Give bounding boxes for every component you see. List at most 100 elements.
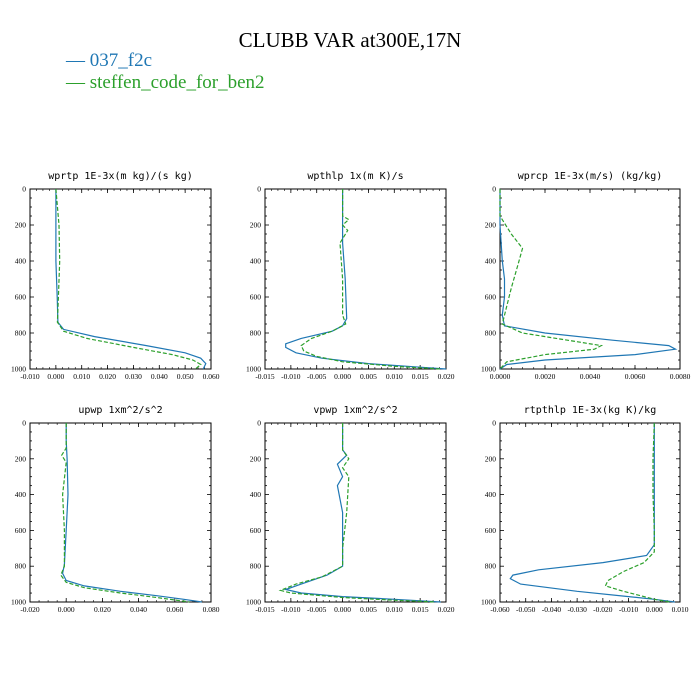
series-line-1 (285, 189, 447, 370)
x-tick-label: -0.020 (20, 605, 40, 614)
figure-title: CLUBB VAR at300E,17N (238, 28, 462, 52)
series-line-1 (61, 423, 202, 603)
y-tick-label: 800 (485, 329, 497, 338)
y-tick-label: 400 (15, 257, 27, 266)
y-tick-label: 1000 (246, 365, 261, 374)
series-line-2 (55, 188, 202, 370)
x-tick-label: -0.060 (490, 605, 510, 614)
series-line-1 (499, 189, 678, 370)
x-tick-label: 0.010 (386, 372, 403, 381)
y-tick-label: 600 (15, 526, 27, 535)
y-tick-label: 1000 (11, 598, 26, 607)
x-tick-label: 0.000 (47, 372, 64, 381)
x-tick-label: 0.080 (203, 605, 220, 614)
panel-frame-3 (499, 188, 681, 370)
x-tick-label: 0.030 (125, 372, 142, 381)
x-tick-label: 0.060 (166, 605, 183, 614)
legend-swatch-2: — (66, 72, 90, 93)
x-tick-label: 0.020 (94, 605, 111, 614)
y-tick-label: 0 (492, 185, 496, 194)
x-tick-label: -0.010 (281, 372, 301, 381)
y-tick-label: 800 (250, 329, 262, 338)
panel-title-2: wpthlp 1x(m K)/s (307, 171, 403, 182)
x-tick-label: -0.005 (307, 605, 327, 614)
legend-swatch-1: — (66, 50, 90, 71)
y-tick-label: 1000 (11, 365, 26, 374)
panel-title-6: rtpthlp 1E-3x(kg K)/kg (524, 405, 656, 416)
y-tick-label: 0 (492, 419, 496, 428)
x-tick-label: 0.000 (334, 605, 351, 614)
panel-2: wpthlp 1x(m K)/s02004006008001000-0.015-… (246, 171, 455, 381)
x-tick-label: -0.010 (281, 605, 301, 614)
legend-label-1: 037_f2c (89, 50, 153, 71)
y-tick-label: 800 (250, 562, 262, 571)
y-tick-label: 0 (257, 185, 261, 194)
panel-title-1: wprtp 1E-3x(m kg)/(s kg) (48, 171, 193, 182)
y-tick-label: 600 (250, 293, 262, 302)
y-tick-label: 600 (485, 293, 497, 302)
y-tick-label: 400 (15, 490, 27, 499)
x-tick-label: 0.000 (646, 605, 663, 614)
panel-6: rtpthlp 1E-3x(kg K)/kg02004006008001000-… (481, 405, 689, 614)
x-tick-label: -0.015 (255, 372, 275, 381)
series-line-2 (60, 423, 190, 603)
panel-frame-4 (29, 422, 212, 603)
y-tick-label: 0 (22, 185, 26, 194)
x-tick-label: -0.050 (516, 605, 536, 614)
y-tick-label: 600 (250, 526, 262, 535)
x-tick-label: 0.020 (438, 605, 455, 614)
series-line-1 (55, 189, 207, 370)
x-tick-label: 0.005 (360, 605, 377, 614)
series-line-2 (604, 422, 670, 603)
x-tick-label: -0.010 (20, 372, 40, 381)
x-tick-label: -0.015 (255, 605, 275, 614)
x-tick-label: 0.020 (99, 372, 116, 381)
x-tick-label: -0.030 (567, 605, 587, 614)
x-tick-label: 0.020 (438, 372, 455, 381)
panel-3: wprcp 1E-3x(m/s) (kg/kg) 0 200 400 600 800 100… (481, 171, 691, 381)
legend-item-1: — 037_f2c (66, 50, 152, 72)
panel-title-3: wprcp 1E-3x(m/s) (kg/kg) (518, 171, 663, 182)
y-tick-label: 200 (250, 454, 262, 463)
series-line-2 (278, 423, 436, 603)
legend-label-2: steffen_code_for_ben2 (89, 72, 265, 93)
x-tick-label: 0.040 (130, 605, 147, 614)
x-tick-label: 0.010 (73, 372, 90, 381)
y-tick-label: 600 (15, 293, 27, 302)
x-tick-label: 0.000 (58, 605, 75, 614)
x-tick-label: 0.000 (334, 372, 351, 381)
panel-frame-5 (264, 422, 447, 603)
series-line-1 (283, 423, 441, 603)
y-tick-label: 1000 (481, 365, 496, 374)
y-tick-label: 200 (485, 221, 497, 230)
x-tick-label: 0.0080 (670, 372, 691, 381)
x-tick-label: 0.0000 (490, 372, 511, 381)
y-tick-label: 400 (485, 257, 497, 266)
y-tick-label: 800 (15, 562, 27, 571)
panel-4: upwp 1xm^2/s^2 0 200 400 600 800 1000-0.020 0.0… (11, 405, 220, 614)
x-tick-label: -0.005 (307, 372, 327, 381)
y-tick-label: 400 (250, 257, 262, 266)
series-line-2 (499, 189, 604, 370)
x-tick-label: 0.0040 (580, 372, 601, 381)
panel-5: vpwp 1xm^2/s^2 0 200 400 600 800 1000-0.015 -0.… (246, 405, 455, 614)
x-tick-label: -0.040 (542, 605, 562, 614)
x-tick-label: 0.015 (412, 372, 429, 381)
x-tick-label: 0.0060 (625, 372, 646, 381)
x-tick-label: 0.005 (360, 372, 377, 381)
panel-title-4: upwp 1xm^2/s^2 (78, 405, 162, 416)
x-tick-label: 0.010 (672, 605, 689, 614)
y-tick-label: 400 (250, 490, 262, 499)
x-tick-label: 0.060 (203, 372, 220, 381)
x-tick-label: 0.015 (412, 605, 429, 614)
y-tick-label: 1000 (246, 598, 261, 607)
x-tick-label: -0.020 (593, 605, 613, 614)
y-tick-label: 600 (485, 526, 497, 535)
legend-item-2: — steffen_code_for_ben2 (66, 72, 265, 94)
x-tick-label: 0.010 (386, 605, 403, 614)
y-tick-label: 200 (485, 454, 497, 463)
series-line-2 (300, 189, 441, 370)
y-tick-label: 1000 (481, 598, 496, 607)
y-tick-label: 400 (485, 490, 497, 499)
x-tick-label: 0.050 (177, 372, 194, 381)
